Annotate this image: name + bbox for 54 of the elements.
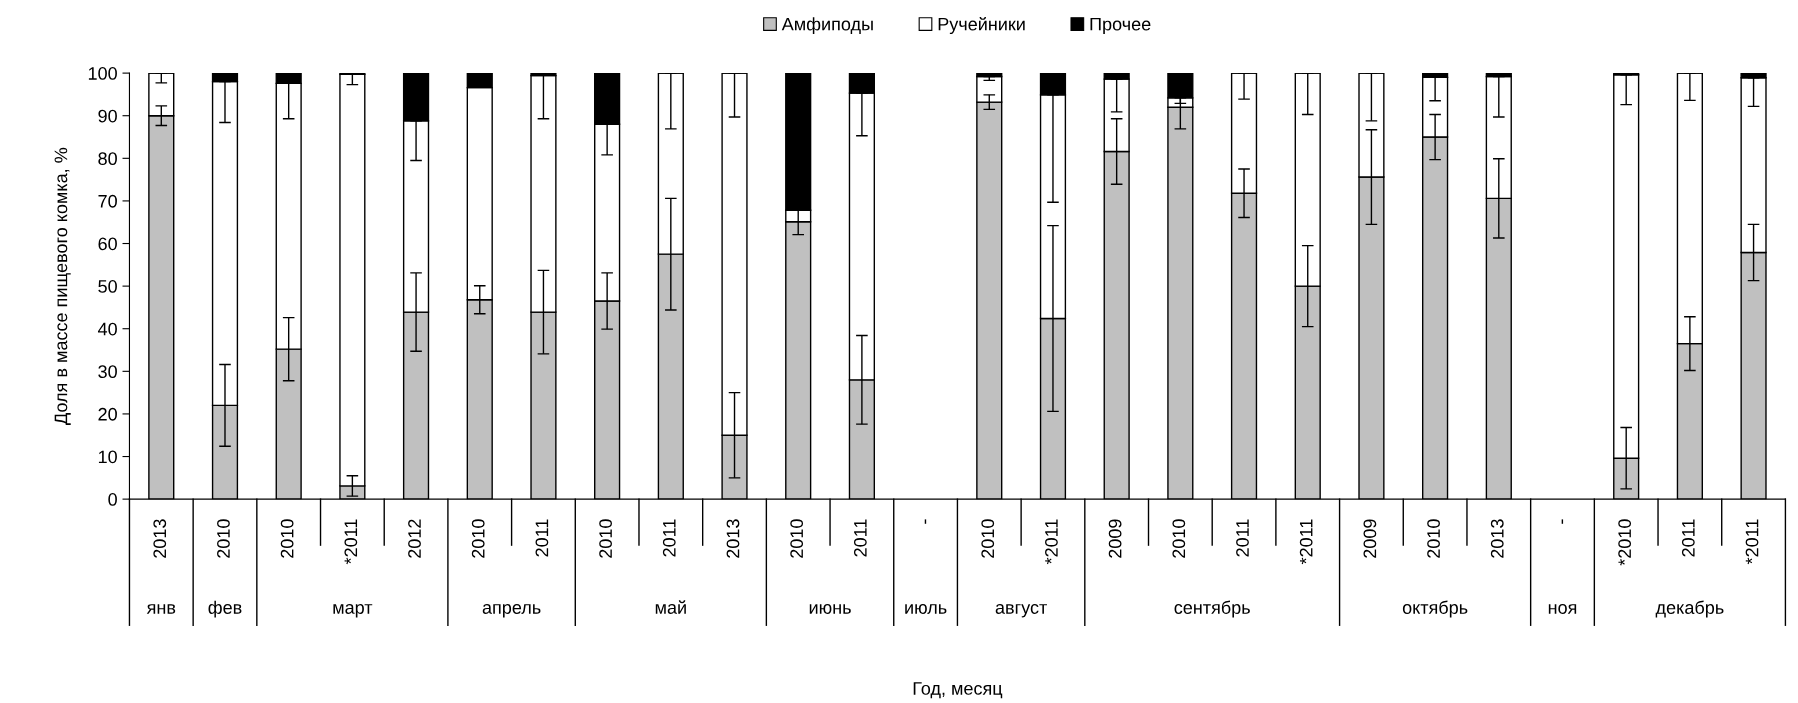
x-tick-label: *2011 (1045, 519, 1058, 565)
y-tick-label: 30 (98, 365, 117, 379)
legend-label: Амфиподы (781, 17, 873, 35)
y-tick-label: 40 (97, 322, 117, 336)
legend-label: Ручейники (938, 16, 1025, 35)
x-tick-label: *2011 (1299, 519, 1313, 565)
x-tick-label: *2010 (1618, 519, 1632, 566)
x-tick-label: 2010 (217, 519, 230, 558)
x-tick-label: - (1561, 519, 1564, 524)
y-tick-label: 80 (98, 152, 117, 166)
x-tick-label: *2011 (1745, 519, 1759, 565)
text: май (655, 600, 686, 614)
x-tick-label: 2010 (471, 519, 485, 558)
x-tick-label: 2010 (280, 519, 294, 558)
text: декабрь (1655, 600, 1724, 618)
text: ноя (1548, 604, 1577, 614)
x-tick-label: 2010 (981, 519, 995, 558)
x-tick-label: 2011 (1236, 519, 1249, 557)
text: октябрь (1402, 600, 1468, 618)
x-tick-label: 2013 (153, 519, 167, 558)
x-tick-label: 2010 (1172, 519, 1186, 558)
text: июль (905, 604, 947, 614)
text: фев (208, 600, 242, 618)
y-tick-label: 50 (98, 280, 117, 293)
x-tick-label: 2011 (853, 519, 867, 557)
text: март (333, 604, 373, 618)
x-tick-label: *2011 (344, 519, 358, 565)
x-tick-label: 2012 (408, 519, 421, 558)
y-axis-title: Доля в массе пищевого комка, % (54, 147, 71, 425)
x-tick-label: 2011 (1681, 519, 1695, 557)
x-tick-label: 2009 (1363, 519, 1377, 558)
x-tick-label: 2010 (790, 519, 804, 558)
text: август (995, 604, 1047, 618)
text: апрель (482, 604, 541, 618)
y-tick-label: 0 (108, 493, 117, 506)
y-tick-label: 90 (98, 109, 117, 123)
x-tick-label: 2013 (1490, 519, 1504, 558)
y-tick-label: 70 (98, 194, 117, 208)
text: Год, месяц (913, 682, 1003, 699)
y-tick-label: 10 (98, 450, 117, 464)
x-tick-label: 2013 (726, 519, 740, 558)
x-tick-label: 2011 (662, 519, 676, 557)
x-tick-label: 2009 (1108, 519, 1122, 558)
x-tick-label: 2010 (599, 519, 612, 558)
x-tick-label: 2011 (535, 519, 549, 557)
x-tick-label: 2010 (1427, 519, 1440, 558)
y-tick-label: 100 (88, 67, 117, 80)
text: июнь (809, 604, 851, 614)
text: янв (146, 604, 176, 614)
x-tick-label: - (924, 519, 927, 524)
y-tick-label: 20 (98, 407, 117, 421)
y-tick-label: 60 (98, 237, 117, 251)
legend-label: Прочее (1090, 17, 1151, 35)
text: сентябрь (1174, 600, 1250, 618)
